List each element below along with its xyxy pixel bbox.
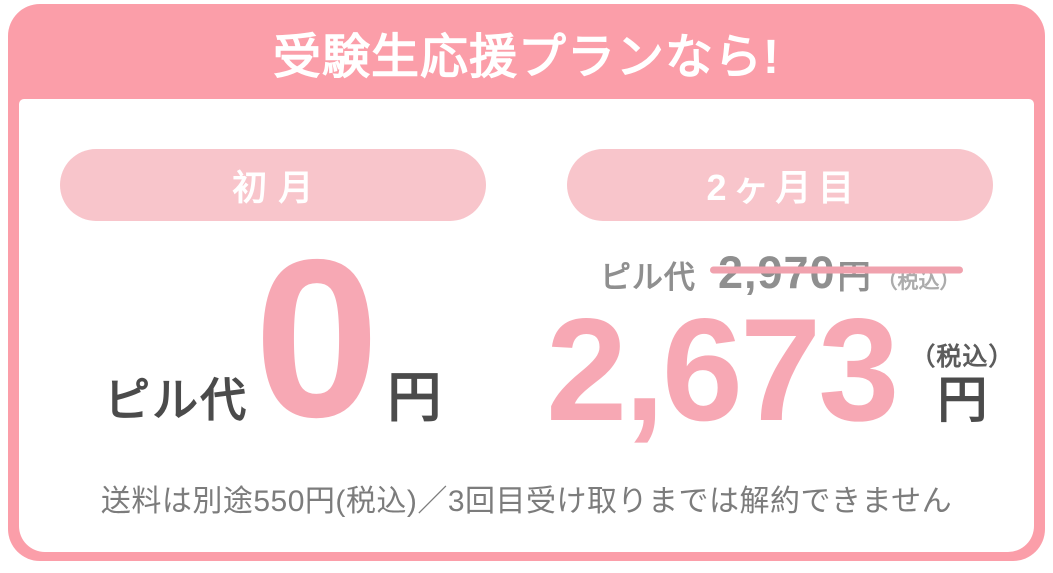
first-month-yen-unit: 円	[387, 368, 442, 428]
terms-note: 送料は別途550円(税込)／3回目受け取りまでは解約できません	[100, 485, 953, 518]
price-columns: 初月 ピル代 0 円 2ヶ月目 ピル代 2,970 円 （税込）	[19, 99, 1035, 464]
tax-included-note: （税込）	[910, 343, 1015, 372]
plan-card: 初月 ピル代 0 円 2ヶ月目 ピル代 2,970 円 （税込）	[19, 99, 1034, 552]
first-month-amount: 0	[254, 212, 380, 464]
second-month-badge: 2ヶ月目	[567, 149, 994, 221]
first-month-badge: 初月	[59, 149, 486, 221]
second-month-amount: 2,673	[546, 288, 899, 451]
original-yen-unit: 円	[837, 258, 871, 295]
first-month-column: 初月 ピル代 0 円	[19, 149, 527, 464]
first-month-price: ピル代 0 円	[104, 212, 442, 464]
second-month-column: 2ヶ月目 ピル代 2,970 円 （税込） 2,673 （税込） 円	[527, 149, 1035, 451]
second-month-yen-unit: 円	[937, 371, 988, 428]
plan-banner: 受験生応援プランなら! 初月 ピル代 0 円 2ヶ月目 ピル代 2,970 円	[8, 4, 1045, 561]
strikethrough-price: 2,970 円 （税込）	[718, 247, 961, 299]
second-month-original-price: ピル代 2,970 円 （税込）	[600, 247, 961, 299]
original-amount: 2,970	[717, 247, 836, 298]
second-month-price: 2,673 （税込） 円	[546, 288, 1014, 451]
price-unit-stack: （税込） 円	[910, 344, 1014, 427]
banner-title: 受験生応援プランなら!	[273, 30, 780, 84]
pill-cost-label: ピル代	[104, 374, 249, 426]
pill-cost-label: ピル代	[599, 260, 696, 295]
original-tax-note: （税込）	[876, 270, 961, 293]
